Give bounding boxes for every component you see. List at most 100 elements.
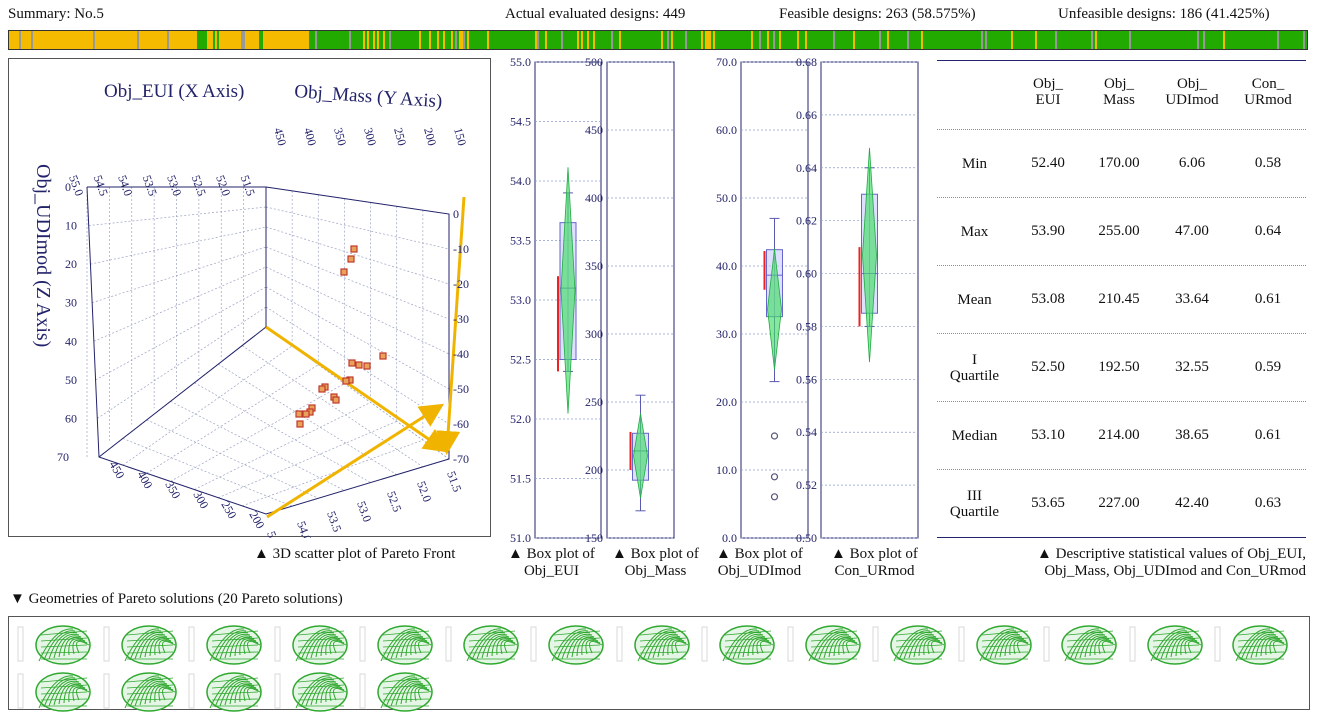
stripe-cell — [175, 31, 177, 49]
stripe-cell — [469, 31, 471, 49]
pareto-geometry-thumbnail[interactable] — [186, 621, 272, 669]
boxplot-tick: 0.66 — [796, 108, 817, 122]
stripe-cell — [53, 31, 55, 49]
pareto-geometry-thumbnail[interactable] — [785, 621, 871, 669]
stripe-cell — [471, 31, 473, 49]
stripe-cell — [521, 31, 523, 49]
stripe-cell — [141, 31, 143, 49]
stripe-cell — [69, 31, 71, 49]
stripe-cell — [775, 31, 777, 49]
stripe-cell — [907, 31, 909, 49]
stripe-cell — [665, 31, 667, 49]
pareto-geometry-thumbnail[interactable] — [357, 621, 443, 669]
stripe-cell — [31, 31, 33, 49]
pareto-geometry-thumbnail[interactable] — [357, 668, 443, 716]
stripe-cell — [73, 31, 75, 49]
stripe-cell — [93, 31, 95, 49]
pareto-geometry-thumbnail[interactable] — [272, 668, 358, 716]
stripe-cell — [241, 31, 243, 49]
stripe-cell — [695, 31, 697, 49]
stripe-cell — [719, 31, 721, 49]
pareto-point — [350, 245, 358, 253]
pareto-geometry-thumbnail[interactable] — [15, 668, 101, 716]
stripe-cell — [203, 31, 205, 49]
stripe-cell — [787, 31, 789, 49]
pareto-geometry-thumbnail[interactable] — [870, 621, 956, 669]
stripe-cell — [465, 31, 467, 49]
stripe-cell — [1137, 31, 1139, 49]
stripe-cell — [989, 31, 991, 49]
stripe-cell — [1111, 31, 1113, 49]
stats-cell: 52.50 — [1031, 359, 1065, 375]
stripe-cell — [111, 31, 113, 49]
stripe-cell — [239, 31, 241, 49]
boxplot-tick: 10.0 — [716, 463, 737, 477]
stripe-cell — [129, 31, 131, 49]
pareto-geometry-thumbnail[interactable] — [614, 621, 700, 669]
pareto-geometry-thumbnail[interactable] — [699, 621, 785, 669]
pareto-geometry-thumbnail[interactable] — [186, 668, 272, 716]
pareto-point — [318, 385, 326, 393]
stripe-cell — [1225, 31, 1227, 49]
stripe-cell — [183, 31, 185, 49]
stripe-cell — [525, 31, 527, 49]
stripe-cell — [1275, 31, 1277, 49]
pareto-geometry-thumbnail[interactable] — [101, 668, 187, 716]
pareto-geometry-thumbnail[interactable] — [956, 621, 1042, 669]
pareto-geometry-thumbnail[interactable] — [443, 621, 529, 669]
pareto-geometry-thumbnail[interactable] — [1041, 621, 1127, 669]
pareto-geometry-thumbnail[interactable] — [15, 621, 101, 669]
stripe-cell — [1245, 31, 1247, 49]
stripe-cell — [321, 31, 323, 49]
stripe-cell — [497, 31, 499, 49]
pareto-geometry-thumbnail[interactable] — [272, 621, 358, 669]
stripe-cell — [909, 31, 911, 49]
stripe-cell — [107, 31, 109, 49]
pareto-geometry-thumbnail[interactable] — [101, 621, 187, 669]
stripe-cell — [273, 31, 275, 49]
stripe-cell — [229, 31, 231, 49]
stripe-cell — [473, 31, 475, 49]
stripe-cell — [903, 31, 905, 49]
x-tick: 51.5 — [238, 173, 258, 198]
stripe-cell — [575, 31, 577, 49]
stripe-cell — [773, 31, 775, 49]
stripe-cell — [325, 31, 327, 49]
stripe-cell — [933, 31, 935, 49]
stripe-cell — [265, 31, 267, 49]
pareto-geometry-thumbnail[interactable] — [1212, 621, 1298, 669]
stripe-cell — [1081, 31, 1083, 49]
stripe-cell — [1009, 31, 1011, 49]
stripe-cell — [1025, 31, 1027, 49]
stats-cell: 38.65 — [1175, 427, 1209, 443]
y-axis-label: Obj_Mass (Y Axis) — [294, 81, 443, 112]
stripe-cell — [303, 31, 305, 49]
boxplot-tick: 300 — [585, 327, 603, 341]
boxplot-tick: 250 — [585, 395, 603, 409]
stripe-cell — [201, 31, 203, 49]
stripe-cell — [1265, 31, 1267, 49]
stripe-cell — [1051, 31, 1053, 49]
stripe-cell — [757, 31, 759, 49]
pareto-geometry-thumbnail[interactable] — [528, 621, 614, 669]
stripe-cell — [955, 31, 957, 49]
stripe-cell — [865, 31, 867, 49]
floor-x-tick: 52.5 — [384, 489, 404, 514]
stripe-cell — [927, 31, 929, 49]
scatter3d-panel: Obj_EUI (X Axis) Obj_Mass (Y Axis) Obj_UDI… — [8, 58, 491, 554]
stripe-cell — [983, 31, 985, 49]
stats-row: I Quartile 52.50 192.50 32.55 0.59 — [937, 334, 1306, 402]
stripe-cell — [237, 31, 239, 49]
stripe-cell — [569, 31, 571, 49]
boxplot-tick: 0.60 — [796, 267, 817, 281]
stripe-cell — [615, 31, 617, 49]
stripe-cell — [381, 31, 383, 49]
pareto-geometry-thumbnail[interactable] — [1127, 621, 1213, 669]
stripe-cell — [323, 31, 325, 49]
stripe-cell — [1013, 31, 1015, 49]
stripe-cell — [219, 31, 221, 49]
stripe-cell — [723, 31, 725, 49]
stripe-cell — [1165, 31, 1167, 49]
stripe-cell — [783, 31, 785, 49]
stripe-cell — [875, 31, 877, 49]
